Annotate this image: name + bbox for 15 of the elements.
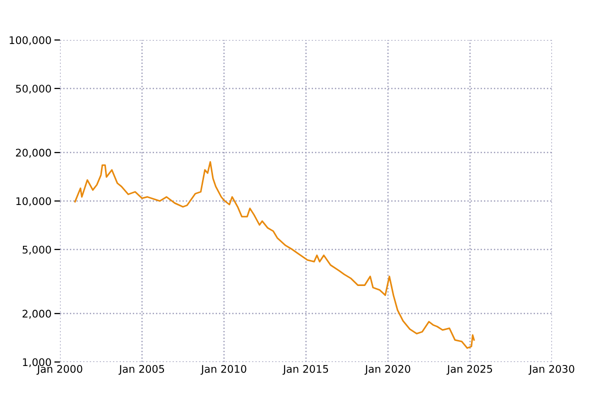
x-tick-label: Jan 2005 (118, 364, 164, 375)
line-series (74, 161, 475, 349)
x-tick-label: Jan 2025 (446, 364, 492, 375)
x-tick-label: Jan 2000 (36, 364, 82, 375)
y-tick-label: 1,000 (22, 358, 51, 368)
y-tick-label: 20,000 (16, 148, 51, 158)
x-tick-label: Jan 2010 (200, 364, 246, 375)
y-tick-label: 50,000 (16, 84, 51, 94)
x-tick-label: Jan 2015 (282, 364, 328, 375)
y-tick-label: 2,000 (22, 310, 51, 319)
x-tick-label: Jan 2030 (528, 364, 574, 375)
x-tick-label: Jan 2020 (364, 364, 410, 375)
y-tick-label: 100,000 (10, 36, 51, 46)
y-tick-label: 5,000 (22, 246, 51, 255)
y-tick-label: 10,000 (16, 197, 51, 206)
